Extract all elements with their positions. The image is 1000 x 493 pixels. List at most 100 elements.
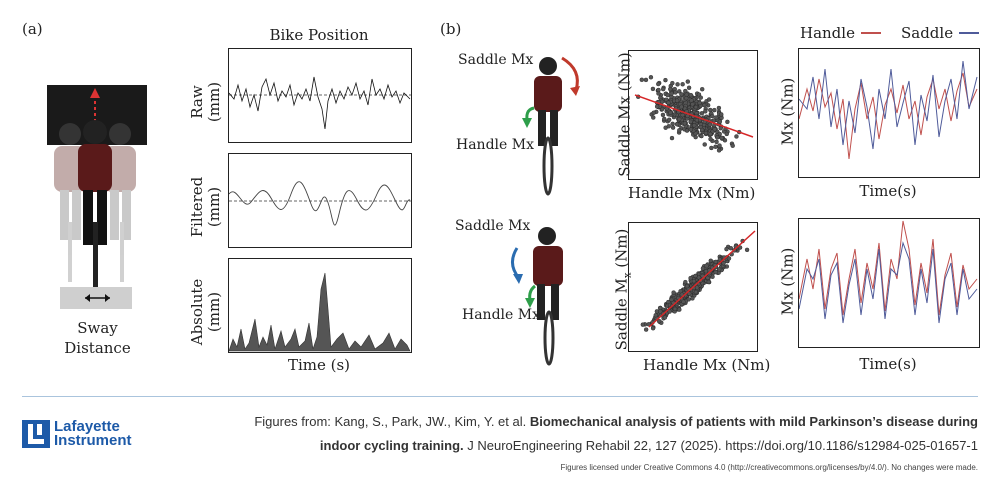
- scatter-point: [666, 124, 671, 129]
- scatter-point: [706, 97, 712, 102]
- top-handle-mx-label: Handle Mx: [456, 137, 534, 153]
- scatter-point: [650, 86, 656, 92]
- scatter-point: [699, 111, 705, 116]
- bottom-saddle-mx-label: Saddle Mx: [455, 218, 531, 234]
- scatter-point: [697, 100, 702, 106]
- scatter-point: [725, 119, 730, 125]
- scatter-point: [656, 81, 661, 87]
- scatter-point: [715, 135, 720, 140]
- scatter-point: [662, 315, 668, 320]
- scatter-point: [650, 326, 656, 331]
- bottom-cyclist-illustration: [511, 227, 563, 366]
- scatter-point: [640, 322, 646, 327]
- scatter-point: [663, 77, 668, 83]
- bottom-handle-mx-label: Handle Mx: [462, 307, 540, 323]
- scatter-point: [668, 86, 673, 92]
- absolute-trace: [228, 272, 411, 352]
- sway-distance-label: Sway Distance: [40, 318, 155, 358]
- scatter-point: [700, 87, 705, 92]
- scatter-top-plot: [628, 50, 758, 180]
- scatter-point: [660, 112, 666, 118]
- filtered-position-plot: [228, 153, 412, 248]
- legend-handle-label: Handle: [800, 24, 855, 42]
- scatter-point: [666, 117, 672, 122]
- raw-position-plot: [228, 48, 412, 143]
- scatter-point: [683, 88, 688, 94]
- scatter-point: [704, 263, 709, 268]
- scatter-point: [667, 309, 672, 314]
- scatter-point: [709, 145, 714, 151]
- legend-handle-swatch: [860, 32, 881, 34]
- scatter-point: [717, 143, 722, 148]
- scatter-point: [693, 289, 699, 295]
- scatter-point: [716, 267, 722, 272]
- scatter-point: [680, 112, 685, 118]
- filtered-trace: [228, 181, 411, 226]
- timeseries-bottom-traces: [798, 220, 978, 324]
- scatter-point: [670, 125, 676, 130]
- legend-saddle-swatch: [959, 32, 980, 34]
- panel-b-label: (b): [440, 20, 462, 38]
- bike-position-title: Bike Position: [269, 26, 369, 44]
- scatter-point: [744, 247, 750, 253]
- scatter-point: [677, 307, 682, 312]
- scatter-point: [699, 133, 704, 139]
- scatter-point: [654, 104, 660, 109]
- scatter-point: [703, 130, 709, 136]
- scatter-point: [700, 266, 706, 271]
- scatter-point: [666, 100, 671, 105]
- regression-line: [634, 94, 754, 138]
- scatter-point: [643, 327, 649, 332]
- timeseries-bottom-ylabel: Mx (Nm): [778, 247, 797, 316]
- raw-ylabel: Raw (mm): [188, 81, 223, 123]
- scatter-point: [679, 92, 684, 97]
- scatter-point: [651, 110, 656, 115]
- scatter-point: [672, 306, 678, 312]
- scatter-point: [690, 296, 695, 301]
- scatter-top-xlabel: Handle Mx (Nm): [628, 184, 756, 202]
- top-saddle-mx-label: Saddle Mx: [458, 52, 534, 68]
- timeseries-top-ylabel: Mx (Nm): [778, 77, 797, 146]
- citation-line2: indoor cycling training. J NeuroEngineer…: [319, 438, 978, 453]
- scatter-point: [688, 119, 693, 124]
- cyclist-sway-illustration: [47, 85, 147, 309]
- absolute-position-plot: [228, 258, 412, 353]
- lafayette-logo: Lafayette Instrument: [22, 419, 132, 448]
- scatter-point: [737, 245, 743, 250]
- scatter-point: [670, 80, 675, 86]
- scatter-point: [710, 113, 715, 119]
- sway-label-line1: Sway: [77, 319, 118, 337]
- scatter-bottom-plot: [628, 222, 758, 352]
- raw-trace: [228, 76, 411, 130]
- scatter-point: [717, 257, 723, 262]
- scatter-point: [653, 313, 658, 318]
- scatter-point: [677, 116, 682, 122]
- scatter-point: [698, 95, 703, 100]
- scatter-point: [728, 246, 734, 251]
- legend-saddle-label: Saddle: [900, 24, 954, 42]
- scatter-point: [674, 98, 680, 103]
- filtered-ylabel: Filtered (mm): [188, 176, 223, 238]
- scatter-point: [684, 128, 690, 133]
- scatter-top-points: [634, 75, 754, 153]
- scatter-point: [694, 285, 700, 290]
- absolute-ylabel: Absolute (mm): [188, 278, 223, 346]
- scatter-point: [730, 143, 735, 148]
- scatter-bottom-xlabel: Handle Mx (Nm): [643, 356, 771, 374]
- scatter-point: [719, 135, 724, 141]
- scatter-top-ylabel: Saddle Mx (Nm): [615, 52, 634, 177]
- scatter-point: [708, 131, 713, 137]
- scatter-point: [668, 110, 673, 115]
- scatter-point: [708, 136, 713, 142]
- scatter-point: [714, 115, 719, 120]
- scatter-point: [707, 122, 713, 127]
- scatter-point: [712, 107, 717, 113]
- scatter-point: [724, 246, 729, 252]
- scatter-point: [693, 104, 699, 110]
- scatter-point: [690, 102, 695, 107]
- scatter-point: [726, 256, 732, 261]
- scatter-point: [716, 105, 722, 111]
- scatter-point: [665, 92, 670, 98]
- scatter-point: [659, 99, 665, 104]
- scatter-point: [692, 123, 697, 128]
